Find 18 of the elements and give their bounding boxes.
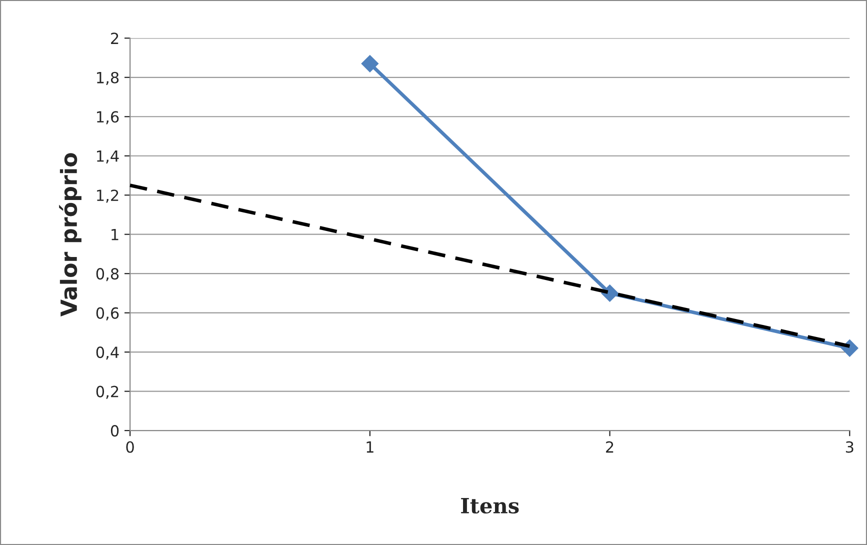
y-tick-label: 1,4 — [97, 150, 119, 164]
point — [361, 55, 378, 72]
y-tick-label: 0,2 — [96, 386, 118, 399]
y-tick-label: 1,6 — [97, 111, 119, 124]
x-tick-label: 0 — [126, 441, 134, 453]
y-tick-label: 1 — [112, 229, 118, 240]
y-tick-label: 0 — [110, 425, 119, 437]
y-tick-label: 1,8 — [97, 72, 119, 85]
x-tick-label: 1 — [366, 441, 374, 453]
y-axis-title: Valor próprio — [59, 153, 82, 316]
x-axis-title: Itens — [461, 498, 519, 514]
y-tick-label: 1,2 — [97, 190, 118, 203]
x-tick-label: 3 — [846, 441, 854, 453]
y-tick-label: 0,8 — [96, 268, 119, 282]
y-tick-label: 2 — [111, 32, 118, 44]
y-tick-label: 0,6 — [96, 307, 119, 320]
y-tick-label: 0,4 — [96, 346, 119, 360]
x-tick-label: 2 — [606, 441, 614, 453]
